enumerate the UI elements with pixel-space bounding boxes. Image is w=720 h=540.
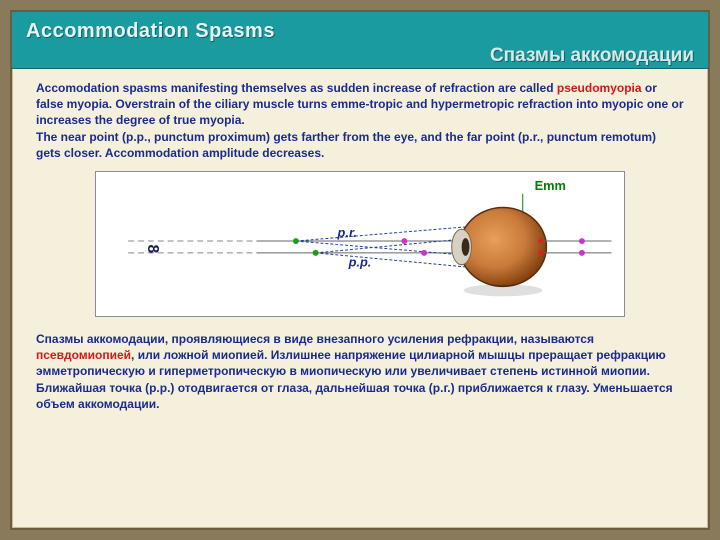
label-emm: Emm bbox=[535, 178, 566, 193]
paragraph-russian: Спазмы аккомодации, проявляющиеся в виде… bbox=[36, 331, 684, 412]
infinity-label: 8 bbox=[144, 244, 161, 253]
ru-text-1: Спазмы аккомодации, проявляющиеся в виде… bbox=[36, 332, 594, 346]
dot-green-top bbox=[293, 238, 299, 244]
ru-text-2: , или ложной миопией. Излишнее напряжени… bbox=[36, 348, 673, 411]
eye-diagram: 8 bbox=[95, 171, 625, 317]
dot-green-bot bbox=[313, 250, 319, 256]
title-russian: Спазмы аккомодации bbox=[26, 45, 694, 67]
dot-magenta-top bbox=[401, 238, 407, 244]
title-english: Accommodation Spasms bbox=[26, 20, 694, 43]
paragraph-english: Accomodation spasms manifesting themselv… bbox=[36, 80, 684, 161]
slide-frame: Accommodation Spasms Спазмы аккомодации … bbox=[10, 10, 710, 530]
en-highlight-pseudomyopia: pseudomyopia bbox=[557, 81, 642, 95]
en-text-3: The near point (p.p., punctum proximum) … bbox=[36, 130, 656, 160]
ru-highlight-pseudomyopia: псевдомиопией bbox=[36, 348, 131, 362]
dot-magenta-bot bbox=[421, 250, 427, 256]
diagram-svg: 8 bbox=[96, 172, 624, 316]
title-band: Accommodation Spasms Спазмы аккомодации bbox=[12, 12, 708, 68]
en-text-1: Accomodation spasms manifesting themselv… bbox=[36, 81, 557, 95]
label-pp: p.p. bbox=[348, 255, 372, 270]
content-area: Accomodation spasms manifesting themselv… bbox=[12, 68, 708, 420]
label-pr: p.r. bbox=[337, 225, 357, 240]
